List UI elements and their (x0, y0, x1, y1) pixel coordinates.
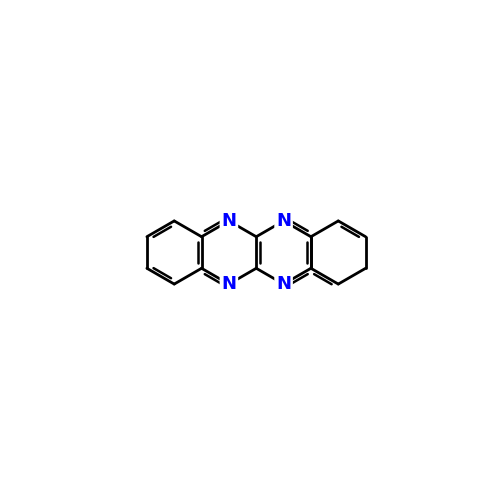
Text: N: N (222, 212, 236, 230)
Text: N: N (276, 212, 291, 230)
Text: N: N (276, 275, 291, 293)
Text: N: N (222, 275, 236, 293)
